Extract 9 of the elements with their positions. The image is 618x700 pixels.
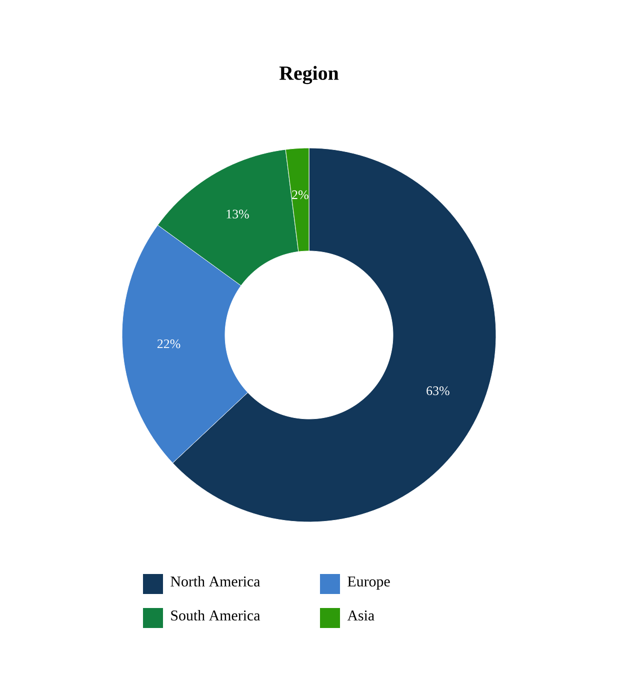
- data-label: 2%: [292, 190, 308, 200]
- data-label: 63%: [426, 386, 450, 396]
- legend-label: North America: [170, 576, 260, 587]
- legend-label: South America: [171, 610, 260, 621]
- chart-title: Region: [279, 66, 339, 84]
- legend-label: Asia: [347, 610, 374, 621]
- data-label: 13%: [226, 210, 249, 218]
- legend-label: Europe: [348, 576, 390, 590]
- data-label: 22%: [157, 339, 180, 348]
